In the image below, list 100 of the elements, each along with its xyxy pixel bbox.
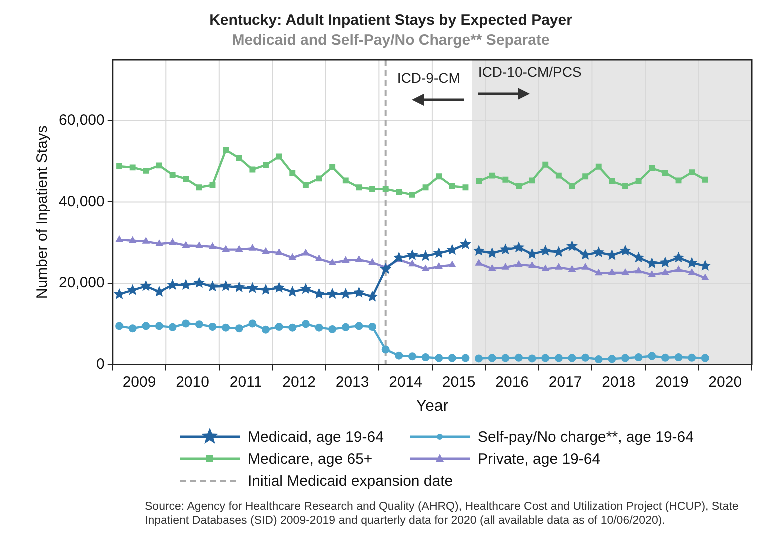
point <box>330 164 336 170</box>
point <box>276 249 283 256</box>
point <box>528 262 536 268</box>
x-tick-label: 2017 <box>548 374 582 391</box>
point <box>382 186 389 192</box>
point <box>422 184 429 191</box>
point <box>529 178 536 184</box>
point <box>328 325 337 334</box>
point <box>660 256 672 268</box>
point <box>342 178 349 184</box>
point <box>675 266 682 272</box>
point <box>140 280 152 292</box>
point <box>448 354 456 362</box>
point <box>183 176 190 182</box>
x-tick-label: 2009 <box>122 374 156 391</box>
point <box>222 246 230 252</box>
point <box>688 268 696 276</box>
y-tick-label: 60,000 <box>58 112 105 130</box>
y-tick-label: 0 <box>96 356 105 373</box>
point <box>290 170 296 176</box>
annotation: ICD-9-CM <box>397 70 460 86</box>
point <box>595 269 602 276</box>
point <box>622 183 628 190</box>
point <box>489 172 496 179</box>
legend-label: Initial Medicaid expansion date <box>248 472 454 490</box>
point <box>515 260 523 268</box>
point <box>130 164 136 171</box>
x-axis-title: Year <box>416 398 450 415</box>
point <box>609 178 616 184</box>
point <box>116 322 124 330</box>
point <box>129 236 136 244</box>
point <box>502 176 509 183</box>
point <box>622 268 630 276</box>
point <box>648 352 656 360</box>
point <box>209 242 216 250</box>
source-note: Source: Agency for Healthcare Research and Quality (AHRQ), Healthcare Cost and Utilization Project (HCUP), State Inpatient Databases (SID) 2009-2019 and quarterly data for 2020 (all available data as of 10/06/2020). <box>145 500 740 528</box>
point <box>128 324 137 333</box>
point <box>555 264 562 270</box>
point <box>475 354 484 363</box>
point <box>540 245 552 256</box>
point <box>556 172 562 179</box>
point <box>448 261 456 268</box>
point <box>142 238 150 244</box>
point <box>274 282 286 293</box>
point <box>302 320 310 328</box>
point <box>314 288 325 299</box>
point <box>302 182 309 188</box>
point <box>246 282 258 294</box>
legend-label: Medicare, age 65+ <box>248 450 373 468</box>
point <box>222 324 230 332</box>
point <box>275 323 284 332</box>
point <box>488 264 496 272</box>
point <box>396 189 402 196</box>
point <box>300 283 312 294</box>
x-tick-label: 2010 <box>176 374 210 391</box>
point <box>462 184 469 191</box>
point <box>633 252 645 263</box>
point <box>194 277 206 288</box>
point <box>382 346 390 354</box>
point <box>674 353 683 362</box>
legend-label: Private, age 19-64 <box>478 450 601 468</box>
x-tick-label: 2018 <box>602 374 636 391</box>
point <box>446 244 458 256</box>
point <box>688 354 696 362</box>
point <box>566 240 578 252</box>
point <box>368 258 376 266</box>
point <box>249 244 256 251</box>
point <box>702 274 709 280</box>
point <box>701 354 710 362</box>
point <box>326 288 338 299</box>
point <box>568 266 576 272</box>
legend-label: Medicaid, age 19-64 <box>248 428 384 446</box>
point <box>526 248 538 260</box>
point <box>553 246 565 258</box>
point <box>156 162 162 169</box>
point <box>702 176 708 183</box>
point <box>354 286 365 298</box>
point <box>686 257 698 268</box>
point <box>476 260 483 266</box>
point <box>315 324 324 332</box>
point <box>223 147 230 154</box>
point <box>542 162 549 168</box>
point <box>422 353 430 362</box>
point <box>662 170 668 176</box>
x-tick-label: 2016 <box>496 374 530 391</box>
point <box>340 288 352 299</box>
point <box>542 354 550 362</box>
point <box>248 320 257 328</box>
point <box>513 242 525 253</box>
point <box>661 354 670 362</box>
point <box>622 354 630 362</box>
band-label: ICD-10-CM/PCS <box>478 64 582 80</box>
point <box>168 323 177 332</box>
point <box>207 280 218 292</box>
point <box>700 260 712 271</box>
point <box>155 322 164 330</box>
point <box>342 256 350 264</box>
point <box>608 355 616 364</box>
point <box>676 178 682 184</box>
point <box>236 246 243 252</box>
